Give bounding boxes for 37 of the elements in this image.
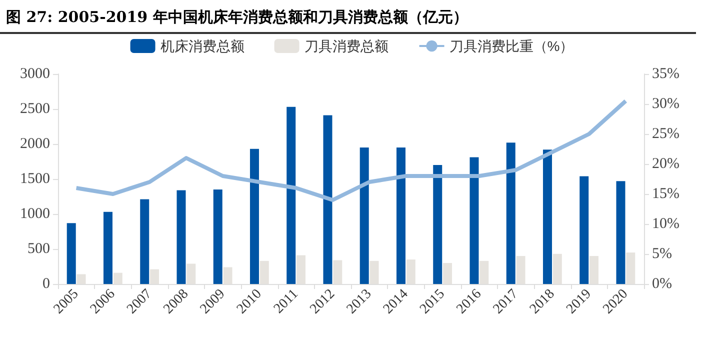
y-tick-label: 2000 — [20, 136, 50, 152]
y-tick-label: 3000 — [20, 66, 50, 82]
bar — [176, 190, 186, 284]
y2-tick-label: 30% — [652, 96, 680, 112]
y2-tick-label: 35% — [652, 66, 680, 82]
y2-tick-label: 0% — [652, 276, 672, 292]
bar — [616, 181, 626, 284]
y2-tick-label: 20% — [652, 156, 680, 172]
bar — [360, 148, 369, 284]
x-tick-label: 2011 — [271, 286, 302, 317]
bar — [66, 223, 76, 284]
bar — [506, 142, 516, 284]
legend-label: 刀具消费比重（%） — [449, 38, 574, 54]
y-tick-label: 1000 — [20, 206, 50, 222]
y-tick-label: 0 — [42, 276, 50, 292]
y-tick-label: 1500 — [20, 171, 50, 187]
bar — [396, 148, 406, 284]
y2-tick-label: 10% — [652, 216, 680, 232]
legend-label: 机床消费总额 — [160, 38, 244, 54]
y2-tick-label: 25% — [652, 126, 680, 142]
bar — [470, 157, 479, 284]
chart-title: 图 27: 2005-2019 年中国机床年消费总额和刀具消费总额（亿元） — [0, 0, 696, 34]
bar — [580, 176, 589, 284]
bar — [286, 106, 296, 284]
bar — [103, 212, 112, 284]
bar — [433, 165, 442, 284]
y2-tick-label: 5% — [652, 246, 672, 262]
bar — [213, 190, 222, 284]
bar — [323, 115, 332, 284]
y-tick-label: 2500 — [20, 101, 50, 117]
bar — [140, 199, 150, 284]
legend-label: 刀具消费总额 — [304, 38, 388, 54]
line-series — [74, 99, 628, 202]
y2-tick-label: 15% — [652, 186, 680, 202]
bar — [542, 150, 552, 284]
y-tick-label: 500 — [28, 241, 50, 257]
bar — [250, 148, 259, 284]
